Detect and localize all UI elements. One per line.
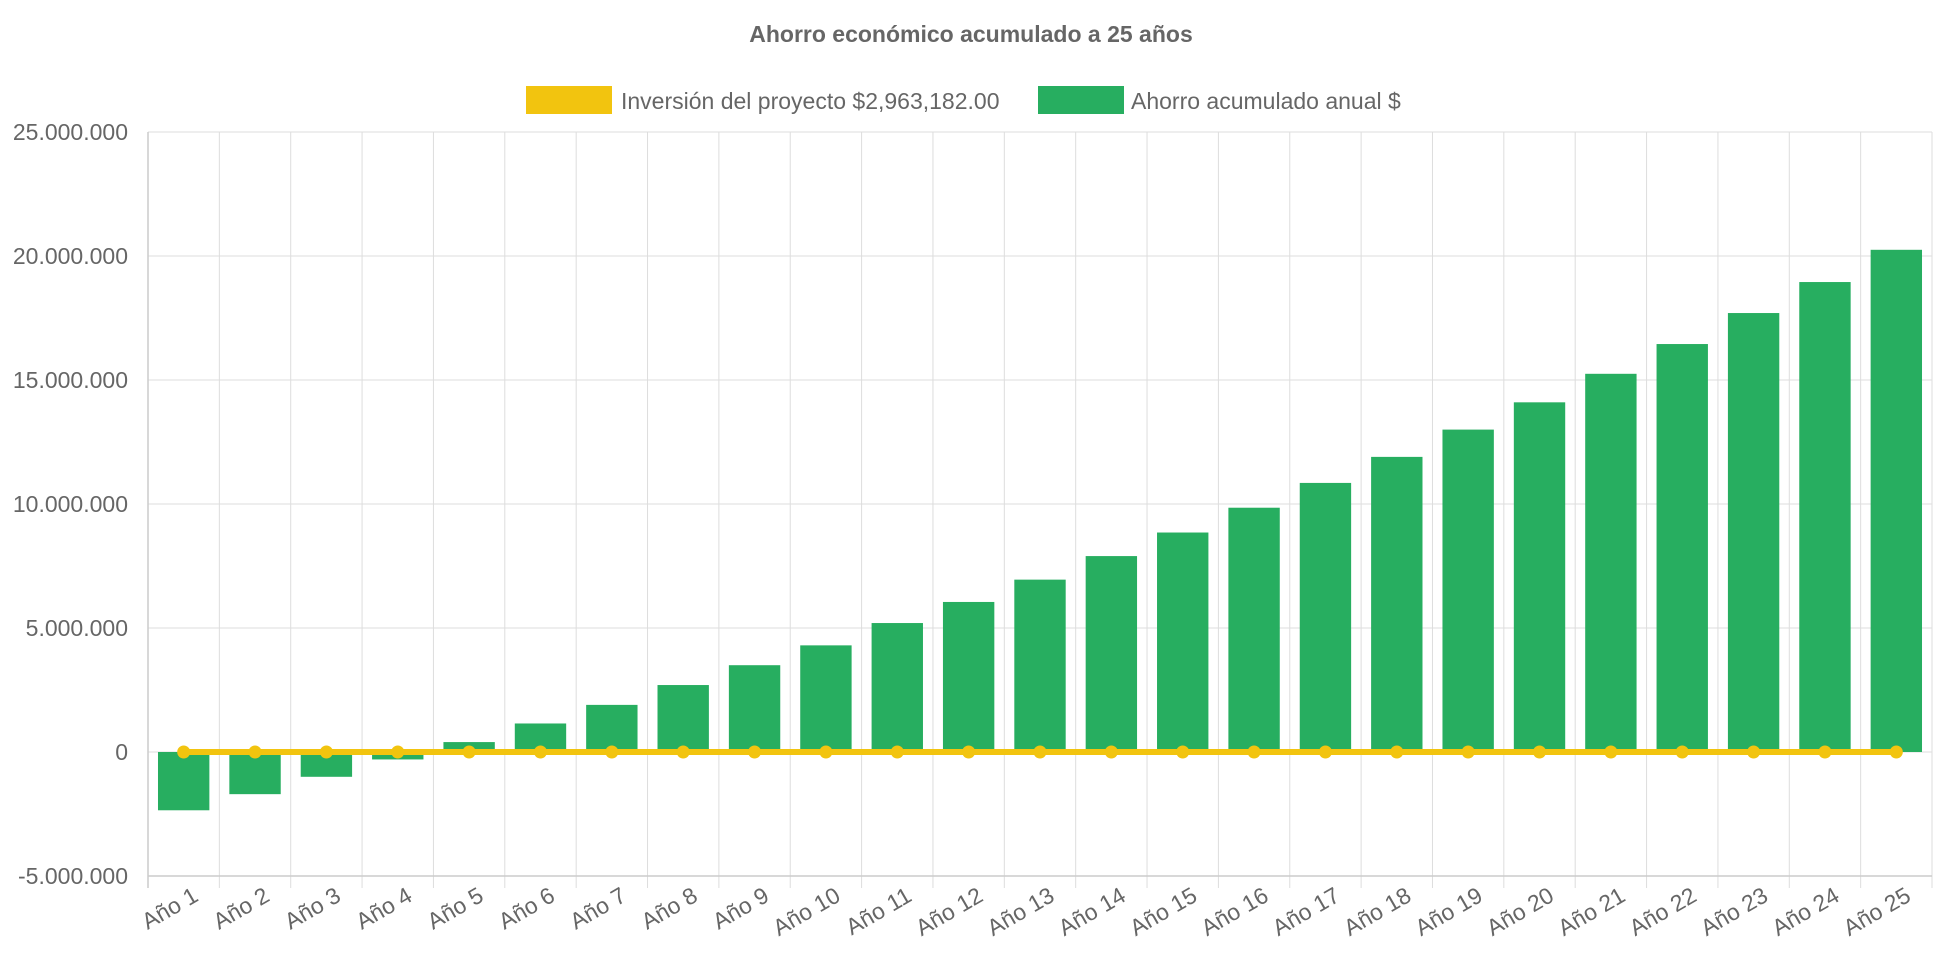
x-tick-label: Año 9 xyxy=(708,882,773,935)
y-tick-label: 5.000.000 xyxy=(26,615,128,641)
x-tick-label: Año 10 xyxy=(768,882,844,941)
line-point-20[interactable] xyxy=(1533,745,1547,759)
x-axis: Año 1 Año 2 Año 3 Año 4 Año 5 Año 6 Año 7 Año 8… xyxy=(137,882,1915,941)
line-point-2[interactable] xyxy=(248,745,262,759)
line-point-6[interactable] xyxy=(533,745,547,759)
bar-año-10[interactable] xyxy=(800,645,852,752)
y-tick-label: 25.000.000 xyxy=(13,119,128,145)
line-point-17[interactable] xyxy=(1318,745,1332,759)
line-point-10[interactable] xyxy=(819,745,833,759)
x-tick-label: Año 19 xyxy=(1411,882,1487,941)
line-point-23[interactable] xyxy=(1747,745,1761,759)
legend-swatch-2[interactable] xyxy=(1038,86,1124,114)
x-tick-label: Año 22 xyxy=(1625,882,1701,941)
legend-label-1[interactable]: Inversión del proyecto $2,963,182.00 xyxy=(621,88,1000,114)
bar-año-12[interactable] xyxy=(942,601,995,752)
line-point-12[interactable] xyxy=(962,745,976,759)
line-point-22[interactable] xyxy=(1675,745,1689,759)
x-tick-label: Año 11 xyxy=(841,882,916,940)
line-point-16[interactable] xyxy=(1247,745,1261,759)
bar-año-9[interactable] xyxy=(728,665,781,752)
line-point-13[interactable] xyxy=(1033,745,1047,759)
y-tick-label: 15.000.000 xyxy=(13,367,128,393)
line-point-9[interactable] xyxy=(748,745,762,759)
bar-año-18[interactable] xyxy=(1371,456,1423,752)
x-tick-label: Año 18 xyxy=(1339,882,1415,941)
y-tick-label: 0 xyxy=(115,739,128,765)
line-point-18[interactable] xyxy=(1390,745,1404,759)
line-series xyxy=(177,745,1903,759)
bar-año-8[interactable] xyxy=(657,685,709,752)
x-tick-label: Año 15 xyxy=(1125,882,1201,941)
line-point-25[interactable] xyxy=(1889,745,1903,759)
line-point-5[interactable] xyxy=(462,745,476,759)
x-tick-label: Año 4 xyxy=(351,882,416,935)
bar-año-1[interactable] xyxy=(157,752,210,811)
x-tick-label: Año 6 xyxy=(494,882,559,935)
x-tick-label: Año 7 xyxy=(565,882,630,935)
legend-label-2[interactable]: Ahorro acumulado anual $ xyxy=(1131,88,1401,114)
y-tick-label: 20.000.000 xyxy=(13,243,128,269)
x-tick-label: Año 23 xyxy=(1696,882,1772,941)
y-tick-label: 10.000.000 xyxy=(13,491,128,517)
x-tick-label: Año 12 xyxy=(911,882,987,941)
x-tick-label: Año 3 xyxy=(280,882,345,935)
bar-año-22[interactable] xyxy=(1656,344,1708,752)
legend: Inversión del proyecto $2,963,182.00 Ahor… xyxy=(526,86,1401,114)
y-tick-label: -5.000.000 xyxy=(18,863,128,889)
line-point-21[interactable] xyxy=(1604,745,1618,759)
x-tick-label: Año 2 xyxy=(208,882,273,935)
bar-año-15[interactable] xyxy=(1157,532,1209,752)
y-axis: 25.000.000 20.000.000 15.000.000 10.000.000… xyxy=(13,119,128,889)
bar-año-2[interactable] xyxy=(229,752,281,795)
line-point-7[interactable] xyxy=(605,745,619,759)
x-tick-label: Año 8 xyxy=(637,882,702,935)
bar-series xyxy=(157,249,1923,811)
bar-año-11[interactable] xyxy=(871,623,923,752)
chart-title: Ahorro económico acumulado a 25 años xyxy=(749,21,1193,47)
x-tick-label: Año 21 xyxy=(1553,882,1629,941)
bar-año-13[interactable] xyxy=(1014,579,1066,752)
bar-año-19[interactable] xyxy=(1442,429,1494,752)
x-tick-label: Año 25 xyxy=(1839,882,1915,941)
x-tick-label: Año 1 xyxy=(137,882,202,935)
x-tick-label: Año 20 xyxy=(1482,882,1558,941)
x-tick-label: Año 24 xyxy=(1767,882,1843,941)
line-point-11[interactable] xyxy=(890,745,904,759)
bar-año-23[interactable] xyxy=(1727,313,1780,752)
line-point-24[interactable] xyxy=(1818,745,1832,759)
bar-año-24[interactable] xyxy=(1799,282,1851,752)
x-tick-label: Año 13 xyxy=(982,882,1058,941)
x-tick-label: Año 14 xyxy=(1054,882,1130,941)
line-point-15[interactable] xyxy=(1176,745,1190,759)
line-point-3[interactable] xyxy=(319,745,333,759)
bar-año-25[interactable] xyxy=(1870,249,1923,753)
bar-año-21[interactable] xyxy=(1585,373,1637,752)
x-tick-label: Año 5 xyxy=(423,882,488,935)
bar-año-7[interactable] xyxy=(586,704,638,752)
x-tick-label: Año 17 xyxy=(1268,882,1344,941)
line-point-14[interactable] xyxy=(1104,745,1118,759)
bar-año-16[interactable] xyxy=(1228,507,1280,752)
bar-año-20[interactable] xyxy=(1513,402,1566,752)
bar-año-17[interactable] xyxy=(1299,482,1352,752)
bar-año-14[interactable] xyxy=(1085,556,1138,752)
legend-swatch-1[interactable] xyxy=(526,86,612,114)
line-point-4[interactable] xyxy=(391,745,405,759)
line-point-8[interactable] xyxy=(676,745,690,759)
line-point-19[interactable] xyxy=(1461,745,1475,759)
x-tick-label: Año 16 xyxy=(1196,882,1272,941)
line-point-1[interactable] xyxy=(177,745,191,759)
